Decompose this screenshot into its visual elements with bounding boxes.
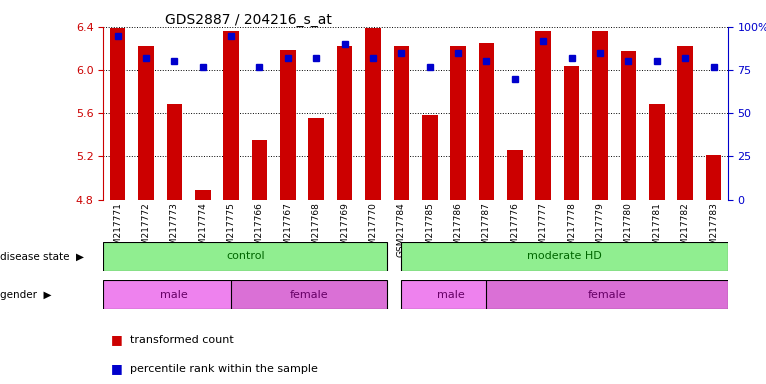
Bar (401, 242, 728, 271)
Bar (422, 116, 437, 200)
Bar (103, 242, 387, 271)
Bar (252, 140, 267, 200)
Bar (677, 46, 693, 200)
Text: transformed count: transformed count (130, 335, 234, 345)
Text: disease state  ▶: disease state ▶ (0, 251, 84, 262)
Text: control: control (226, 251, 264, 262)
Text: female: female (290, 290, 329, 300)
Bar (649, 104, 665, 200)
Bar (138, 46, 154, 200)
Bar (365, 28, 381, 200)
Text: percentile rank within the sample: percentile rank within the sample (130, 364, 318, 374)
Text: ■: ■ (111, 333, 123, 346)
Bar (401, 280, 501, 309)
Bar (705, 156, 722, 200)
Bar (280, 50, 296, 200)
Text: gender  ▶: gender ▶ (0, 290, 51, 300)
Bar (507, 150, 522, 200)
Bar (110, 28, 126, 200)
Bar (166, 104, 182, 200)
Bar (394, 46, 409, 200)
Bar (620, 51, 637, 200)
Bar (479, 43, 494, 200)
Bar (337, 46, 352, 200)
Bar (195, 190, 211, 200)
Text: male: male (437, 290, 465, 300)
Bar (231, 280, 387, 309)
Text: moderate HD: moderate HD (527, 251, 602, 262)
Text: GDS2887 / 204216_s_at: GDS2887 / 204216_s_at (165, 13, 332, 27)
Bar (535, 31, 551, 200)
Text: ■: ■ (111, 362, 123, 375)
Bar (450, 46, 466, 200)
Bar (224, 31, 239, 200)
Text: male: male (161, 290, 188, 300)
Bar (103, 280, 245, 309)
Bar (592, 31, 607, 200)
Bar (486, 280, 728, 309)
Text: female: female (588, 290, 627, 300)
Bar (309, 118, 324, 200)
Bar (564, 66, 579, 200)
